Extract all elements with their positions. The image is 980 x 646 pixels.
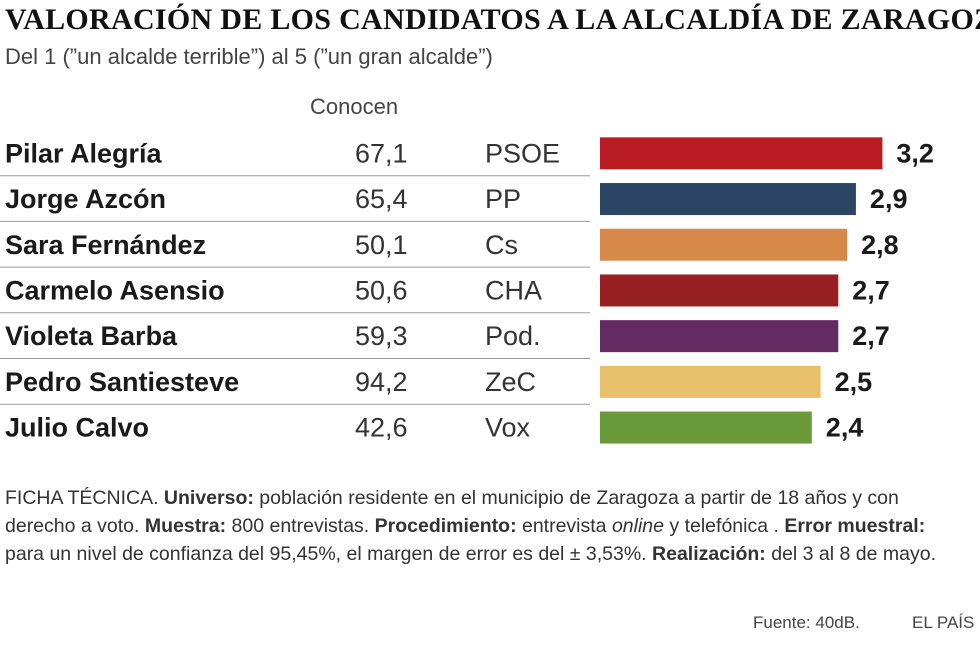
- party-label: ZeC: [485, 367, 536, 397]
- chart-title: VALORACIÓN DE LOS CANDIDATOS A LA ALCALD…: [5, 3, 980, 36]
- candidate-name: Julio Calvo: [5, 413, 149, 443]
- rating-value: 3,2: [896, 138, 934, 168]
- known-column-header: Conocen: [310, 94, 399, 119]
- candidate-name: Pedro Santiesteve: [5, 367, 239, 397]
- rating-bar: [600, 228, 848, 261]
- party-label: PSOE: [485, 138, 560, 168]
- technical-note: FICHA TÉCNICA. Universo: población resid…: [5, 484, 965, 568]
- party-label: PP: [485, 184, 521, 214]
- source-credit: Fuente: 40dB.: [753, 613, 860, 632]
- rating-value: 2,7: [852, 321, 890, 351]
- candidate-name: Carmelo Asensio: [5, 275, 225, 305]
- party-label: Cs: [485, 230, 518, 260]
- procedure-text: entrevista: [516, 515, 612, 537]
- rating-bar: [600, 365, 821, 398]
- procedure-text-2: y telefónica .: [664, 515, 785, 537]
- rating-value: 2,8: [861, 230, 899, 260]
- brand-credit: EL PAÍS: [912, 613, 975, 632]
- known-value: 94,2: [355, 367, 408, 397]
- sample-label: Muestra:: [144, 515, 227, 537]
- candidate-name: Jorge Azcón: [5, 184, 166, 214]
- rating-value: 2,9: [870, 184, 908, 214]
- known-value: 67,1: [355, 138, 408, 168]
- rating-bar: [600, 183, 856, 216]
- error-label: Error muestral:: [784, 515, 926, 537]
- candidate-name: Pilar Alegría: [5, 138, 163, 168]
- chart-subtitle: Del 1 (”un alcalde terrible”) al 5 (”un …: [5, 44, 493, 69]
- known-value: 50,6: [355, 275, 408, 305]
- known-value: 59,3: [355, 321, 408, 351]
- known-value: 42,6: [355, 413, 408, 443]
- candidate-name: Violeta Barba: [5, 321, 178, 351]
- rating-value: 2,4: [826, 413, 864, 443]
- sample-text: 800 entrevistas.: [226, 515, 375, 537]
- rating-value: 2,5: [835, 367, 873, 397]
- error-text: para un nivel de confianza del 95,45%, e…: [5, 543, 653, 565]
- universe-text: población residente en el municipio de Z…: [5, 487, 899, 537]
- rating-bar: [600, 320, 839, 353]
- rating-bar: [600, 411, 812, 444]
- rating-bar-chart: Pilar Alegría 67,1 PSOE 3,2 Jorge Azcón 65,4 P…: [0, 137, 934, 444]
- procedure-label: Procedimiento:: [374, 515, 517, 537]
- rating-bar: [600, 274, 839, 307]
- known-value: 50,1: [355, 230, 408, 260]
- procedure-online: online: [611, 515, 664, 537]
- known-value: 65,4: [355, 184, 408, 214]
- party-label: CHA: [485, 275, 542, 305]
- date-label: Realización:: [652, 543, 766, 565]
- universe-label: Universo:: [163, 487, 254, 509]
- candidate-name: Sara Fernández: [5, 230, 206, 260]
- rating-bar: [600, 137, 883, 170]
- technical-note-intro: FICHA TÉCNICA.: [5, 487, 164, 509]
- date-text: del 3 al 8 de mayo.: [765, 543, 936, 565]
- party-label: Vox: [485, 413, 531, 443]
- party-label: Pod.: [485, 321, 541, 351]
- rating-value: 2,7: [852, 275, 890, 305]
